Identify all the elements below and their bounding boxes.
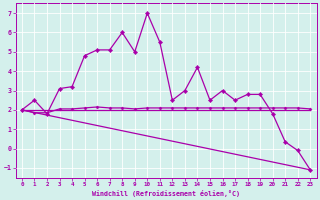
X-axis label: Windchill (Refroidissement éolien,°C): Windchill (Refroidissement éolien,°C) [92, 190, 240, 197]
